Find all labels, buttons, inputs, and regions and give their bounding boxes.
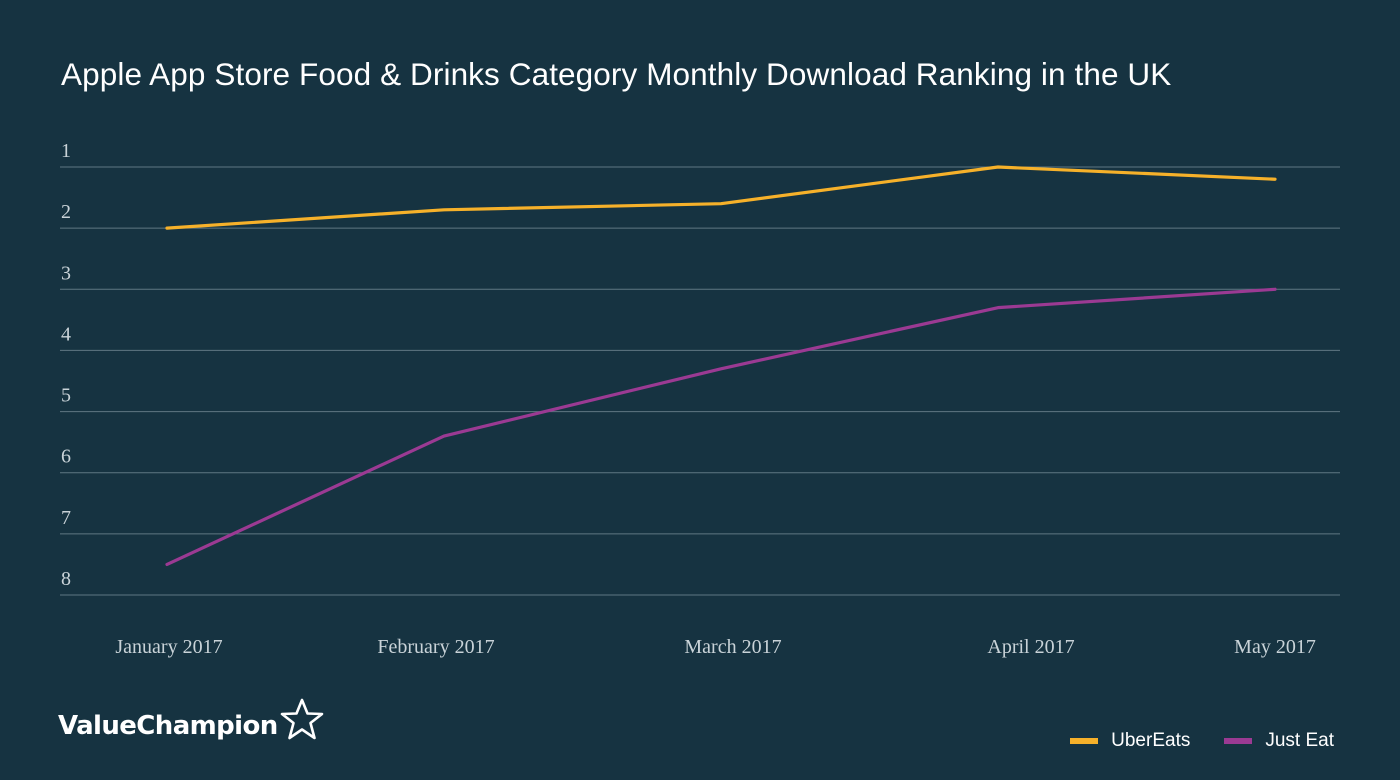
y-tick-label: 6 [61, 446, 71, 468]
x-axis-ticks: January 2017 February 2017 March 2017 April… [115, 636, 1315, 658]
line-chart: 1 2 3 4 5 6 7 8 January 2017 February 2017 March … [60, 140, 1340, 658]
legend-label-ubereats: UberEats [1111, 730, 1191, 751]
chart-legend: UberEats Just Eat [1036, 730, 1334, 752]
y-tick-label: 3 [61, 262, 71, 284]
star-outline-icon [280, 698, 324, 747]
valuechampion-logo: ValueChampion [58, 698, 324, 746]
series-line-just-eat [165, 287, 1277, 567]
y-tick-label: 8 [61, 568, 71, 590]
x-tick-label: January 2017 [115, 636, 222, 658]
x-tick-label: March 2017 [684, 636, 781, 658]
gridlines [60, 166, 1340, 596]
series-line-ubereats [165, 165, 1277, 230]
y-tick-label: 2 [61, 201, 71, 223]
series-lines [165, 165, 1277, 567]
x-tick-label: April 2017 [987, 636, 1074, 658]
y-tick-label: 1 [61, 140, 71, 162]
x-tick-label: May 2017 [1234, 636, 1316, 658]
x-tick-label: February 2017 [377, 636, 494, 658]
y-axis-ticks: 1 2 3 4 5 6 7 8 [61, 140, 71, 590]
legend-item-just-eat: Just Eat [1224, 730, 1334, 752]
y-tick-label: 7 [61, 507, 71, 529]
legend-label-just-eat: Just Eat [1265, 730, 1334, 751]
legend-item-ubereats: UberEats [1070, 730, 1190, 752]
chart-title: Apple App Store Food & Drinks Category M… [61, 56, 1172, 92]
logo-wordmark: ValueChampion [58, 711, 278, 741]
y-tick-label: 5 [61, 385, 71, 407]
legend-swatch-ubereats [1070, 738, 1099, 744]
y-tick-label: 4 [61, 323, 71, 345]
legend-swatch-just-eat [1224, 738, 1253, 744]
